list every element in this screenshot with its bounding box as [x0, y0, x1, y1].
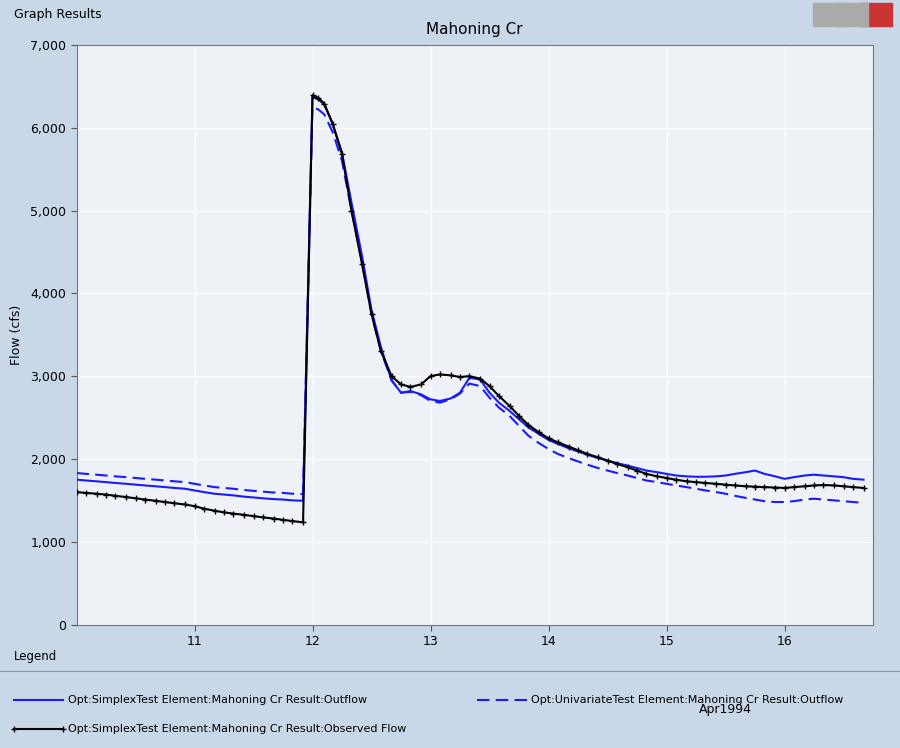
Text: Apr1994: Apr1994	[699, 703, 752, 717]
Title: Mahoning Cr: Mahoning Cr	[427, 22, 523, 37]
Text: ─: ─	[826, 9, 832, 19]
Text: Opt:SimplexTest Element:Mahoning Cr Result:Observed Flow: Opt:SimplexTest Element:Mahoning Cr Resu…	[68, 724, 406, 734]
Text: Legend: Legend	[14, 650, 57, 663]
Bar	[860, 3, 892, 25]
Text: Opt:UnivariateTest Element:Mahoning Cr Result:Outflow: Opt:UnivariateTest Element:Mahoning Cr R…	[531, 695, 843, 705]
Text: ✕: ✕	[871, 9, 880, 19]
Bar	[836, 3, 868, 25]
Y-axis label: Flow (cfs): Flow (cfs)	[10, 304, 23, 365]
Bar	[813, 3, 845, 25]
Text: Opt:SimplexTest Element:Mahoning Cr Result:Outflow: Opt:SimplexTest Element:Mahoning Cr Resu…	[68, 695, 366, 705]
Text: □: □	[848, 9, 857, 19]
Text: Graph Results: Graph Results	[14, 7, 101, 21]
